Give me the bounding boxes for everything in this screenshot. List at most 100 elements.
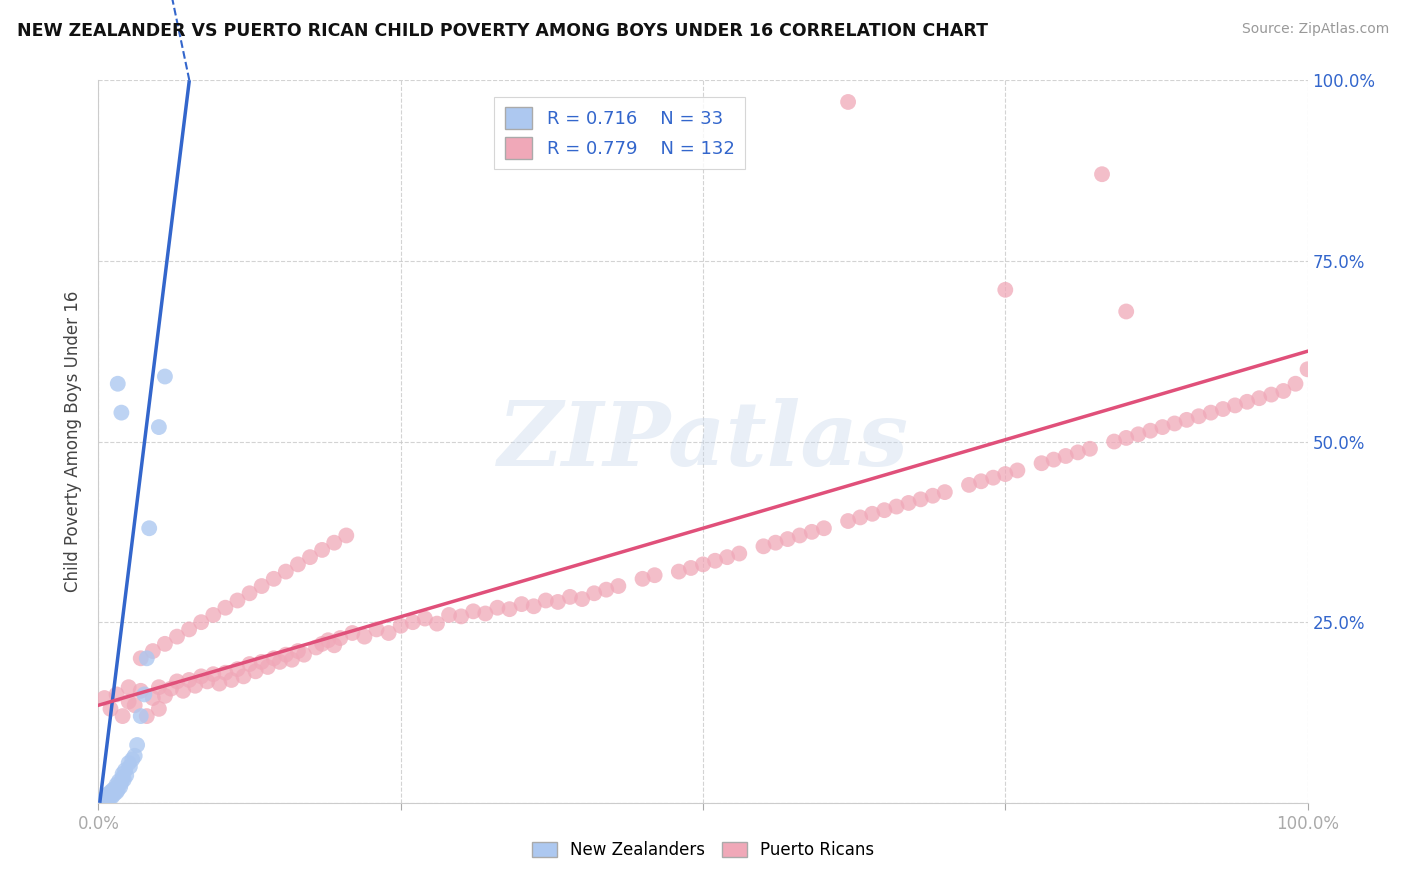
Text: NEW ZEALANDER VS PUERTO RICAN CHILD POVERTY AMONG BOYS UNDER 16 CORRELATION CHAR: NEW ZEALANDER VS PUERTO RICAN CHILD POVE… [17, 22, 988, 40]
Point [1188, 409, 1211, 424]
Point [250, 579, 273, 593]
Point [342, 626, 364, 640]
Point [1199, 406, 1222, 420]
Point [111, 709, 134, 723]
Point [115, 768, 138, 782]
Point [704, 554, 727, 568]
Point [1152, 420, 1174, 434]
Point [474, 607, 496, 621]
Point [111, 771, 134, 785]
Point [595, 582, 617, 597]
Legend: R = 0.716    N = 33, R = 0.779    N = 132: R = 0.716 N = 33, R = 0.779 N = 132 [495, 96, 745, 169]
Point [93, 792, 115, 806]
Point [323, 638, 346, 652]
Point [184, 679, 207, 693]
Point [148, 420, 170, 434]
Point [195, 674, 218, 689]
Point [153, 637, 176, 651]
Point [1007, 463, 1029, 477]
Point [402, 615, 425, 630]
Point [299, 550, 322, 565]
Point [668, 565, 690, 579]
Point [534, 593, 557, 607]
Point [1054, 449, 1077, 463]
Point [1236, 394, 1258, 409]
Point [426, 616, 449, 631]
Point [860, 507, 883, 521]
Point [179, 623, 201, 637]
Point [789, 528, 811, 542]
Point [118, 756, 141, 770]
Point [129, 651, 152, 665]
Point [1272, 384, 1295, 398]
Point [153, 369, 176, 384]
Point [105, 687, 128, 701]
Point [437, 607, 460, 622]
Point [107, 782, 129, 797]
Point [335, 528, 357, 542]
Point [1091, 167, 1114, 181]
Point [135, 651, 157, 665]
Point [127, 738, 149, 752]
Point [118, 695, 141, 709]
Point [323, 535, 346, 549]
Point [981, 470, 1004, 484]
Point [166, 630, 188, 644]
Y-axis label: Child Poverty Among Boys Under 16: Child Poverty Among Boys Under 16 [65, 291, 83, 592]
Point [138, 521, 160, 535]
Point [232, 669, 254, 683]
Point [377, 626, 399, 640]
Point [728, 547, 751, 561]
Point [250, 655, 273, 669]
Point [135, 709, 157, 723]
Point [124, 698, 146, 713]
Point [269, 655, 291, 669]
Point [274, 648, 297, 662]
Point [105, 785, 128, 799]
Point [263, 572, 285, 586]
Point [221, 673, 243, 687]
Point [311, 542, 333, 557]
Point [103, 787, 125, 801]
Point [105, 778, 128, 792]
Point [108, 780, 131, 794]
Point [1115, 431, 1137, 445]
Point [124, 748, 146, 763]
Point [353, 630, 375, 644]
Point [849, 510, 872, 524]
Point [93, 691, 115, 706]
Point [329, 631, 352, 645]
Point [886, 500, 908, 514]
Point [190, 669, 212, 683]
Point [274, 565, 297, 579]
Point [100, 790, 122, 805]
Point [583, 586, 606, 600]
Point [957, 478, 980, 492]
Point [752, 539, 775, 553]
Point [96, 794, 118, 808]
Legend: New Zealanders, Puerto Ricans: New Zealanders, Puerto Ricans [524, 835, 882, 866]
Point [897, 496, 920, 510]
Point [1175, 413, 1198, 427]
Point [934, 485, 956, 500]
Point [1031, 456, 1053, 470]
Point [239, 657, 262, 671]
Point [631, 572, 654, 586]
Point [118, 680, 141, 694]
Point [1260, 387, 1282, 401]
Point [800, 524, 823, 539]
Point [129, 709, 152, 723]
Point [100, 789, 122, 803]
Point [1102, 434, 1125, 449]
Point [98, 791, 121, 805]
Point [1042, 452, 1064, 467]
Point [644, 568, 666, 582]
Point [142, 644, 165, 658]
Point [100, 702, 122, 716]
Point [239, 586, 262, 600]
Point [571, 592, 593, 607]
Point [190, 615, 212, 630]
Point [1067, 445, 1090, 459]
Point [413, 611, 436, 625]
Point [716, 550, 738, 565]
